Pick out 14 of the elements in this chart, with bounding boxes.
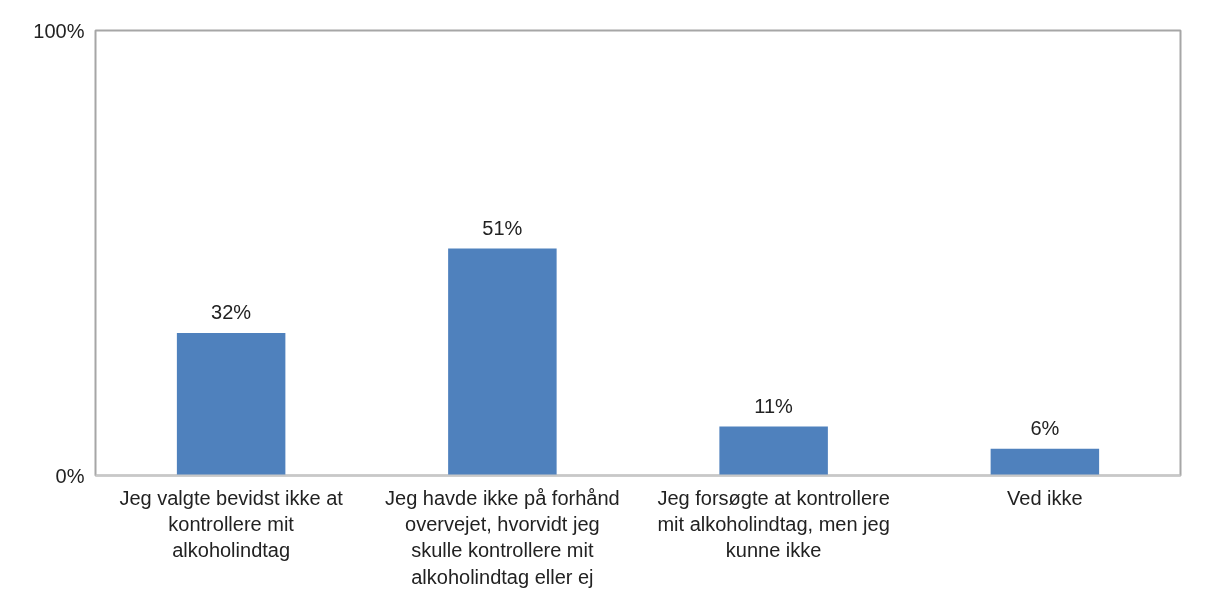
data-label: 6% (1030, 416, 1060, 439)
x-tick-label: Ved ikke (1007, 486, 1083, 509)
x-tick-label: Jeg havde ikke på forhånd overvejet, hvorvidt jeg skulle kontrollere mit alkoholindtag eller ej (385, 486, 620, 588)
bar (176, 333, 286, 476)
x-tick-label: Jeg forsøgte at kontrollere mit alkoholindtag, men jeg kunne ikke (657, 486, 890, 562)
data-label: 51% (482, 216, 523, 239)
bar (719, 426, 828, 476)
y-tick-label: 0% (55, 464, 85, 487)
x-tick-label: Jeg valgte bevidst ikke at kontrollere mit alkoholindtag (119, 486, 344, 562)
data-label: 11% (754, 394, 794, 417)
y-tick-label: 100% (33, 19, 85, 42)
bar (990, 448, 1100, 476)
bar (448, 248, 557, 476)
data-label: 32% (211, 301, 252, 324)
